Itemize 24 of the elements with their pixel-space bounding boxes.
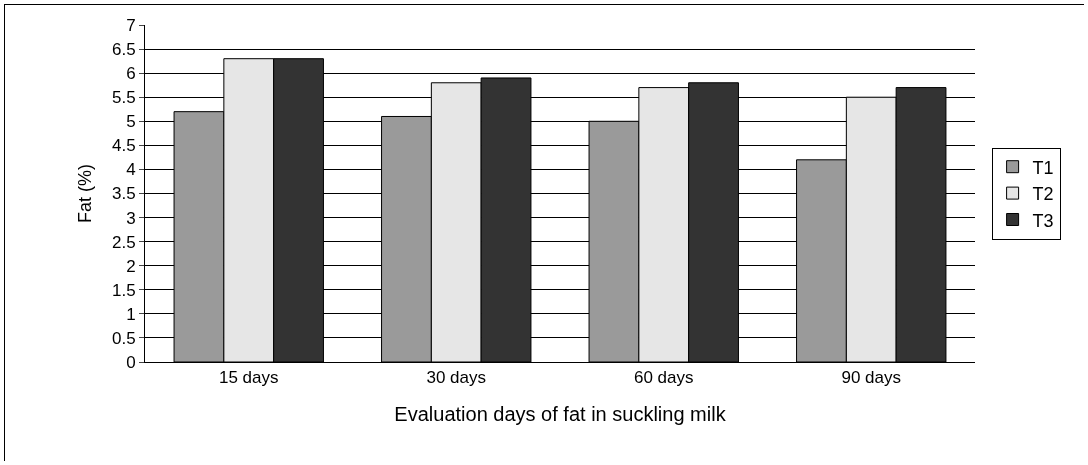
x-tick-label: 30 days	[426, 368, 487, 388]
y-tick-label: 0.5	[111, 328, 136, 348]
y-tick-label: 4	[126, 160, 136, 180]
y-tick-label: 0	[126, 352, 136, 372]
y-tick-label: 6	[126, 64, 136, 84]
y-tick-label: 5.5	[111, 88, 136, 108]
y-tick-label: 5	[126, 112, 136, 132]
legend-label: T3	[1032, 210, 1054, 231]
y-tick-label: 4.5	[111, 136, 136, 156]
x-tick-label: 90 days	[841, 368, 902, 388]
y-tick-label: 2	[126, 256, 136, 276]
y-tick-label: 7	[126, 15, 136, 35]
y-tick-label: 3	[126, 208, 136, 228]
y-tick-label: 3.5	[111, 184, 136, 204]
y-axis-title: Fat (%)	[75, 163, 96, 224]
x-axis-title: Evaluation days of fat in suckling milk	[394, 402, 727, 425]
y-tick-label: 1.5	[111, 280, 136, 300]
y-tick-label: 1	[126, 304, 136, 324]
y-tick-label: 2.5	[111, 232, 136, 252]
legend-label: T1	[1032, 157, 1054, 178]
x-tick-label: 15 days	[218, 368, 279, 388]
x-tick-label: 60 days	[633, 368, 694, 388]
legend-label: T2	[1032, 184, 1054, 205]
y-tick-label: 6.5	[111, 40, 136, 60]
